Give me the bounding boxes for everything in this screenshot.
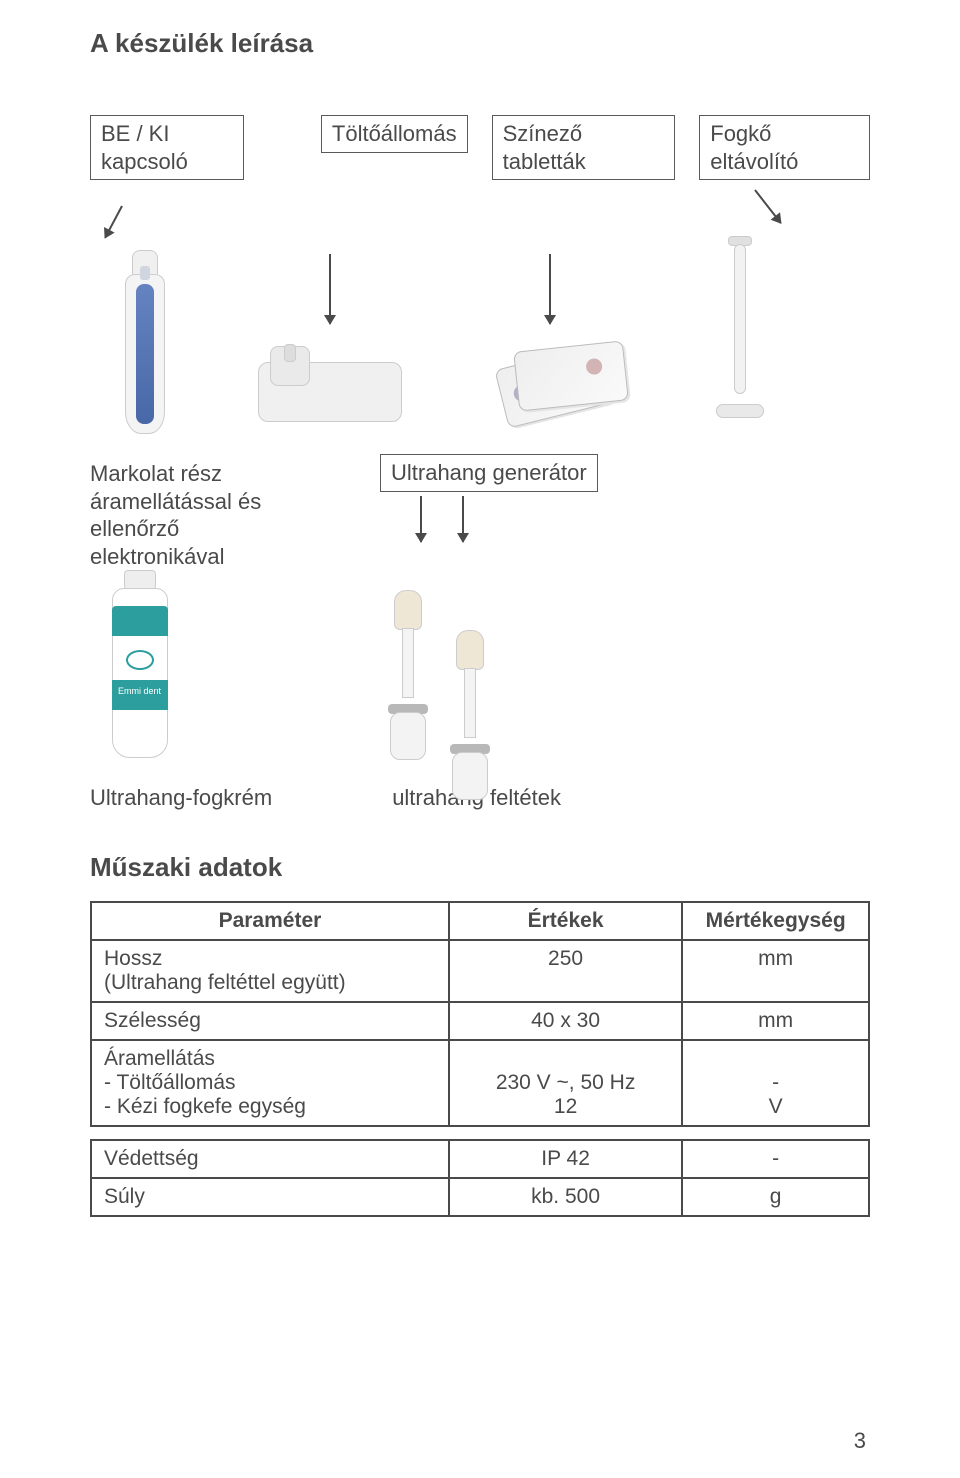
label-toltoallomas-text: Töltőállomás bbox=[332, 120, 457, 148]
td-unit: g bbox=[682, 1178, 869, 1216]
label-fogko-text: Fogkő eltávolító bbox=[710, 120, 859, 175]
td-value: kb. 500 bbox=[449, 1178, 682, 1216]
td-value: 40 x 30 bbox=[449, 1002, 682, 1040]
table-row: Szélesség 40 x 30 mm bbox=[91, 1002, 869, 1040]
image-toothpaste: Emmi dent bbox=[90, 562, 190, 772]
arrow-icon bbox=[462, 496, 464, 542]
td-unit: - bbox=[682, 1140, 869, 1178]
label-fogko: Fogkő eltávolító bbox=[699, 115, 870, 180]
label-generator-text: Ultrahang generátor bbox=[391, 459, 587, 487]
image-charger bbox=[250, 324, 410, 434]
td-param: Hossz (Ultrahang feltéttel együtt) bbox=[91, 940, 449, 1002]
arrow-icon bbox=[104, 206, 123, 239]
section-title-1: A készülék leírása bbox=[90, 28, 870, 59]
label-markolat: Markolat rész áramellátással és ellenőrz… bbox=[90, 460, 320, 570]
col-remover bbox=[680, 190, 800, 434]
td-unit: mm bbox=[682, 1002, 869, 1040]
arrow-icon bbox=[754, 189, 781, 223]
table-row: Hossz (Ultrahang feltéttel együtt) 250 m… bbox=[91, 940, 869, 1002]
image-remover bbox=[700, 234, 780, 434]
label-generator: Ultrahang generátor bbox=[380, 454, 598, 492]
table-row: Súly kb. 500 g bbox=[91, 1178, 869, 1216]
arrow-icon bbox=[420, 496, 422, 542]
td-param: Szélesség bbox=[91, 1002, 449, 1040]
image-tablets bbox=[470, 324, 630, 434]
label-toltoallomas: Töltőállomás bbox=[321, 115, 468, 153]
td-unit: mm bbox=[682, 940, 869, 1002]
spec-table-2: Védettség IP 42 - Súly kb. 500 g bbox=[90, 1139, 870, 1217]
page: A készülék leírása BE / KI kapcsoló Tölt… bbox=[0, 0, 960, 1478]
td-unit: - V bbox=[682, 1040, 869, 1126]
td-param: Áramellátás - Töltőállomás - Kézi fogkef… bbox=[91, 1040, 449, 1126]
section-title-2: Műszaki adatok bbox=[90, 852, 870, 883]
col-handle bbox=[90, 206, 200, 434]
col-tablets bbox=[460, 254, 640, 434]
td-value: IP 42 bbox=[449, 1140, 682, 1178]
td-param: Súly bbox=[91, 1178, 449, 1216]
label-szinezo: Színező tabletták bbox=[492, 115, 676, 180]
th-unit: Mértékegység bbox=[682, 902, 869, 940]
arrow-icon bbox=[549, 254, 551, 324]
label-be-ki-text: BE / KI kapcsoló bbox=[101, 120, 233, 175]
label-be-ki: BE / KI kapcsoló bbox=[90, 115, 244, 180]
table-row: Védettség IP 42 - bbox=[91, 1140, 869, 1178]
mid-row: Markolat rész áramellátással és ellenőrz… bbox=[90, 454, 870, 570]
product-images-row bbox=[90, 190, 870, 434]
td-param: Védettség bbox=[91, 1140, 449, 1178]
th-value: Értékek bbox=[449, 902, 682, 940]
td-value: 250 bbox=[449, 940, 682, 1002]
table-row: Áramellátás - Töltőállomás - Kézi fogkef… bbox=[91, 1040, 869, 1126]
lower-images-row: Emmi dent bbox=[90, 562, 870, 772]
label-fogkrem: Ultrahang-fogkrém bbox=[90, 784, 272, 812]
spec-table: Paraméter Értékek Mértékegység Hossz (Ul… bbox=[90, 901, 870, 1127]
td-value: 230 V ~, 50 Hz 12 bbox=[449, 1040, 682, 1126]
col-charger bbox=[240, 254, 420, 434]
table-header-row: Paraméter Értékek Mértékegység bbox=[91, 902, 869, 940]
top-label-row: BE / KI kapcsoló Töltőállomás Színező ta… bbox=[90, 115, 870, 180]
arrow-icon bbox=[329, 254, 331, 324]
image-handle bbox=[110, 244, 180, 434]
page-number: 3 bbox=[854, 1428, 866, 1454]
label-szinezo-text: Színező tabletták bbox=[503, 120, 665, 175]
tube-brand-text: Emmi dent bbox=[118, 686, 161, 696]
image-brush-heads bbox=[360, 582, 520, 772]
th-param: Paraméter bbox=[91, 902, 449, 940]
